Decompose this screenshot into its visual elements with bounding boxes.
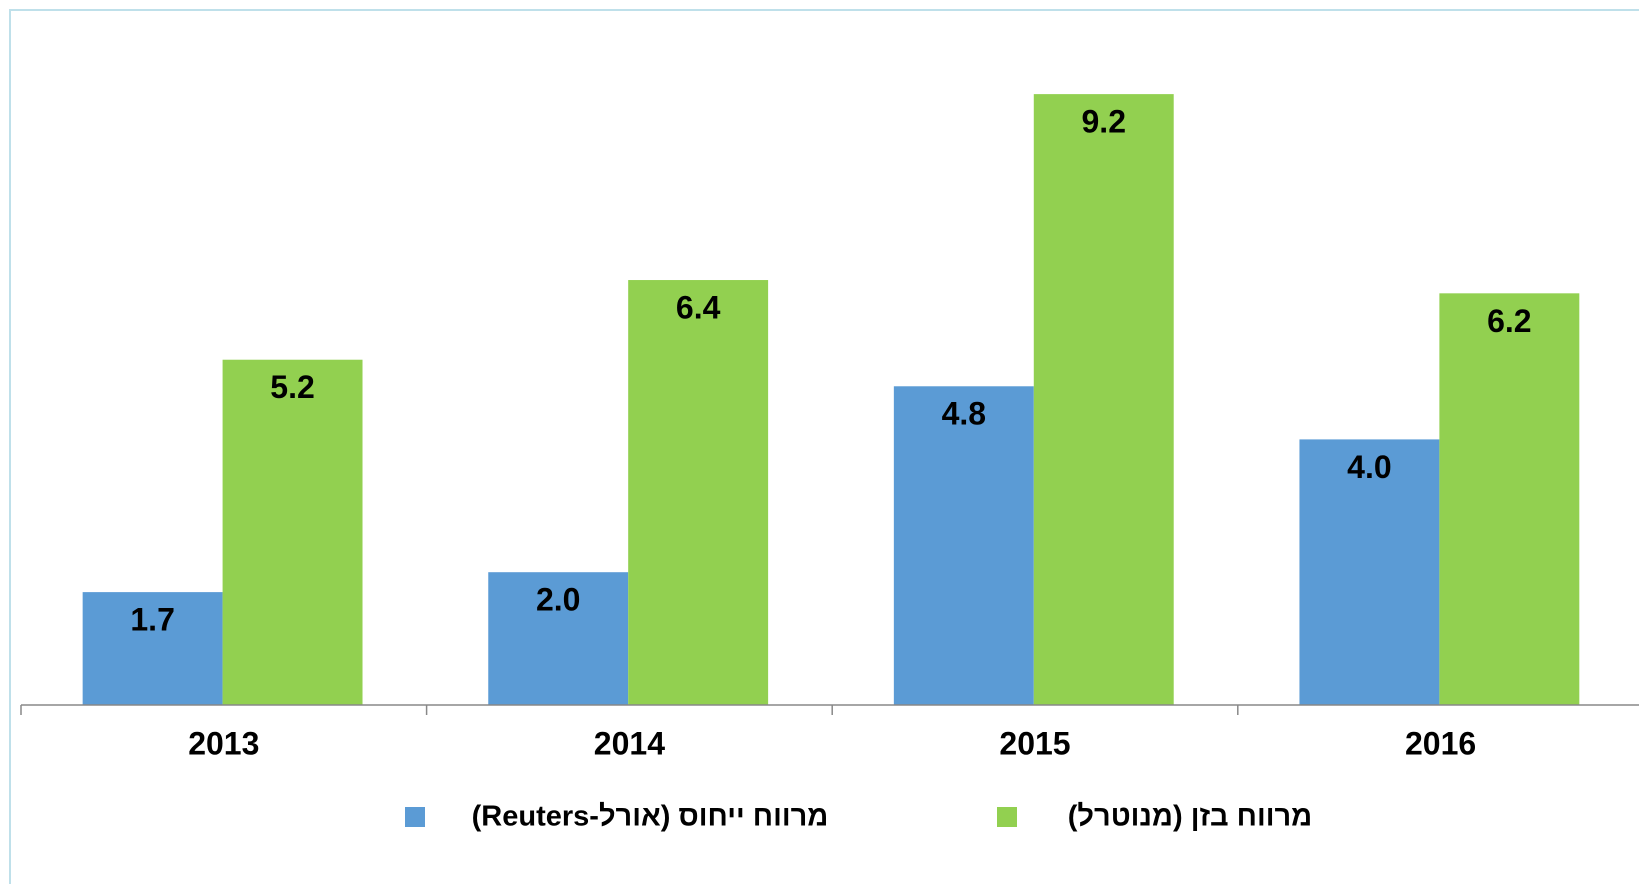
legend-swatch: [405, 807, 425, 827]
bar: [82, 592, 223, 705]
legend-label: מרווח ייחוס (אורל-Reuters): [472, 801, 829, 833]
data-label: 6.4: [676, 289, 721, 325]
data-label: 2.0: [536, 582, 580, 618]
chart-frame: [9, 9, 1639, 884]
x-tick-label: 2013: [188, 725, 259, 761]
legend-swatch: [997, 807, 1017, 827]
x-tick-label: 2015: [999, 725, 1070, 761]
data-label: 4.0: [1347, 449, 1391, 485]
data-label: 6.2: [1487, 303, 1531, 339]
bar: [1033, 94, 1174, 706]
bar: [1299, 439, 1440, 705]
bar: [222, 359, 363, 705]
bar: [488, 572, 629, 705]
bar: [1439, 293, 1580, 705]
bar: [893, 386, 1034, 705]
bar: [628, 280, 769, 705]
legend-label: מרווח בזן (מנוטרל): [1068, 801, 1312, 833]
data-label: 9.2: [1082, 104, 1126, 140]
data-label: 1.7: [130, 602, 174, 638]
data-label: 5.2: [270, 369, 314, 405]
x-tick-label: 2016: [1405, 725, 1476, 761]
x-tick-label: 2014: [594, 725, 665, 761]
data-label: 4.8: [942, 396, 986, 432]
